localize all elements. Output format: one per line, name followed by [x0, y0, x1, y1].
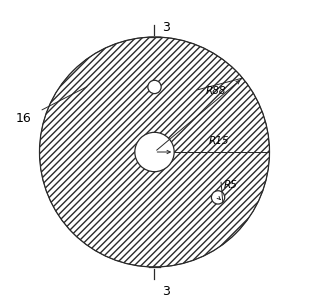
Text: 3: 3: [162, 21, 170, 34]
Text: 3: 3: [162, 285, 170, 298]
Circle shape: [211, 191, 225, 204]
Circle shape: [148, 80, 161, 94]
Text: R5: R5: [224, 180, 238, 190]
Text: R88: R88: [206, 86, 226, 96]
Text: 16: 16: [15, 112, 31, 125]
Circle shape: [135, 132, 174, 172]
Text: R15: R15: [209, 136, 230, 147]
Circle shape: [40, 37, 269, 267]
